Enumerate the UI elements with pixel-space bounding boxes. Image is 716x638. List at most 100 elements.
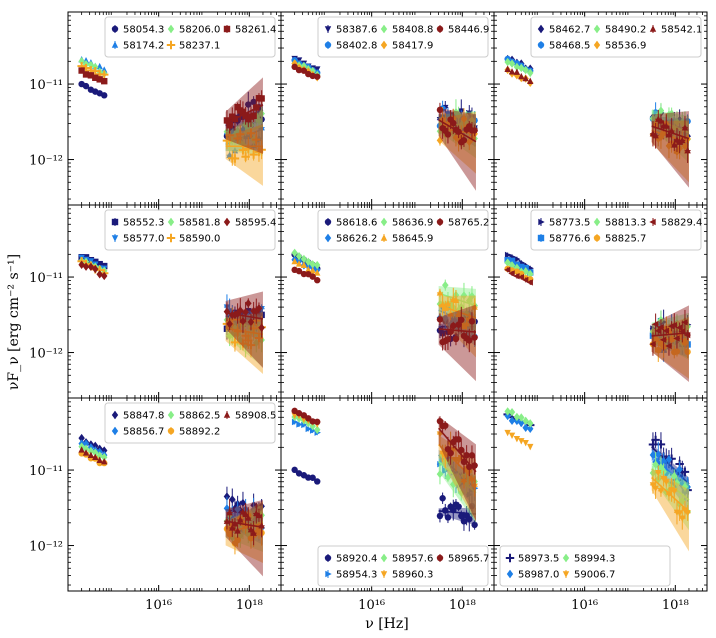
- series-58446.9: [291, 63, 478, 191]
- uv-point: [300, 261, 308, 268]
- legend-label: 58542.1: [661, 25, 702, 36]
- legend-label: 58552.3: [123, 218, 164, 229]
- legend-box: [104, 209, 276, 251]
- uv-point: [504, 429, 511, 437]
- legend-marker: [166, 40, 176, 50]
- legend-label: 58856.7: [123, 427, 164, 438]
- model-line: [225, 327, 264, 336]
- uv-point: [504, 411, 511, 421]
- uv-point: [309, 267, 316, 274]
- xray-point: [466, 515, 473, 523]
- legend-box: [317, 209, 489, 251]
- xray-point: [436, 289, 444, 296]
- uv-point: [518, 438, 525, 445]
- xray-point: [237, 516, 244, 523]
- legend-label: 58773.5: [549, 218, 590, 229]
- series-58908.5: [78, 446, 265, 577]
- xray-point: [654, 327, 661, 335]
- legend-label: 58618.6: [336, 218, 377, 229]
- xray-point: [447, 449, 454, 457]
- xray-point: [444, 110, 452, 118]
- legend-label: 58776.6: [549, 234, 590, 245]
- uv-point: [508, 270, 515, 277]
- xray-point: [245, 299, 252, 308]
- xray-point: [250, 529, 257, 536]
- legend-label: 58973.5: [518, 554, 559, 565]
- y-tick-label: 10⁻¹¹: [29, 464, 63, 479]
- y-tick-label: 10⁻¹²: [29, 347, 63, 362]
- xray-point: [455, 457, 462, 465]
- uv-point: [508, 407, 516, 417]
- xray-point: [458, 488, 465, 498]
- legend-marker: [166, 233, 176, 243]
- legend-label: 58908.5: [235, 411, 276, 422]
- xray-point: [231, 323, 239, 333]
- xray-point: [681, 319, 688, 326]
- model-line: [438, 119, 477, 143]
- uv-point: [314, 418, 321, 426]
- uv-point: [82, 439, 90, 448]
- xray-point: [452, 296, 460, 303]
- panel-5: 58618.6 58626.2 58636.9 58645.9 58765.2: [280, 204, 495, 399]
- xray-point: [452, 335, 460, 343]
- xray-point: [455, 310, 462, 317]
- legend-label: 58581.8: [179, 218, 220, 229]
- xray-point: [684, 510, 691, 517]
- uv-point: [513, 435, 521, 443]
- xray-point: [471, 127, 478, 134]
- model-uncertainty-band: [438, 304, 476, 382]
- xray-point: [673, 335, 680, 342]
- model-uncertainty-band: [651, 111, 689, 188]
- legend: 58920.4 58954.3 58957.6 58960.3 58965.7: [317, 545, 489, 587]
- uv-point: [508, 68, 516, 75]
- xray-point: [234, 527, 241, 534]
- uv-point: [296, 421, 303, 428]
- uv-point: [521, 276, 529, 284]
- y-tick-label: 10⁻¹¹: [29, 78, 63, 93]
- model-line: [225, 104, 264, 125]
- xray-point: [258, 311, 265, 319]
- legend-marker: [380, 234, 388, 241]
- uv-point: [522, 416, 529, 426]
- legend-label: 58446.9: [448, 25, 489, 36]
- xray-point: [255, 304, 263, 313]
- xray-point: [468, 452, 476, 459]
- uv-point: [309, 427, 317, 434]
- uv-point: [513, 412, 521, 422]
- uv-point: [514, 255, 521, 263]
- uv-point: [508, 59, 516, 68]
- xray-point: [234, 126, 241, 136]
- xray-point: [444, 300, 452, 307]
- legend-marker: [167, 410, 175, 420]
- legend-box: [104, 16, 276, 58]
- uv-point: [78, 446, 85, 453]
- xray-point: [468, 116, 476, 125]
- xray-point: [660, 457, 667, 466]
- legend-label: 58237.1: [179, 41, 220, 52]
- uv-point: [291, 466, 298, 474]
- uv-point: [513, 68, 521, 75]
- uv-point: [527, 77, 534, 84]
- xray-point: [237, 306, 244, 315]
- xray-point: [442, 453, 449, 461]
- uv-point: [87, 72, 95, 79]
- xray-point: [247, 525, 255, 533]
- legend-marker: [380, 553, 388, 563]
- xray-point: [652, 485, 659, 492]
- model-line: [438, 427, 477, 473]
- legend-marker: [649, 218, 656, 226]
- uv-point: [101, 77, 108, 85]
- xray-point: [649, 468, 657, 478]
- xray-point: [239, 140, 247, 149]
- model-line: [651, 125, 690, 140]
- legend-marker: [324, 41, 332, 49]
- legend-label: 58595.4: [235, 218, 276, 229]
- uv-point: [78, 57, 85, 66]
- xray-point: [229, 524, 236, 531]
- xray-point: [684, 348, 691, 356]
- legend-label: 58462.7: [549, 25, 590, 36]
- uv-point: [522, 65, 529, 75]
- xray-point: [468, 502, 476, 510]
- legend-label: 58468.5: [549, 41, 590, 52]
- xray-point: [463, 452, 470, 459]
